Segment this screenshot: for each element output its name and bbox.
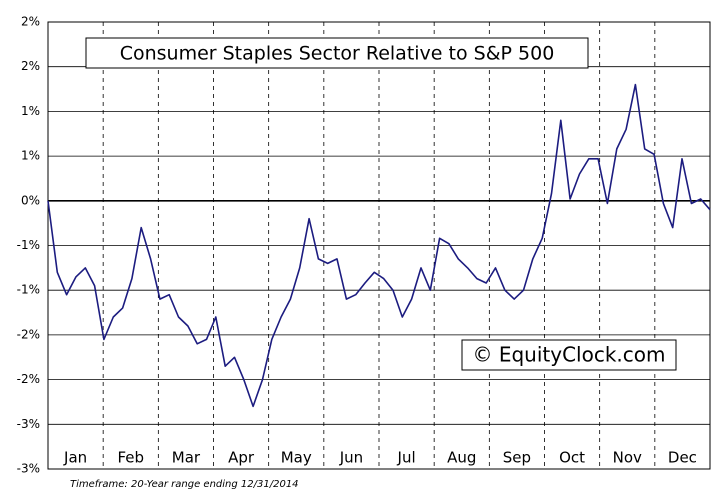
month-label: Dec bbox=[668, 449, 697, 467]
month-label: Sep bbox=[503, 449, 531, 467]
y-tick-label: -3% bbox=[17, 462, 40, 476]
y-tick-label: 2% bbox=[21, 59, 40, 73]
y-tick-label: -1% bbox=[17, 238, 40, 252]
month-label: Nov bbox=[613, 449, 642, 467]
title-box bbox=[85, 37, 589, 69]
watermark-box bbox=[461, 339, 677, 371]
month-label: Feb bbox=[117, 449, 144, 467]
y-tick-label: 0% bbox=[21, 193, 40, 207]
month-label: Mar bbox=[172, 449, 201, 467]
month-label: Jun bbox=[339, 449, 363, 467]
month-label: Apr bbox=[228, 449, 255, 467]
y-tick-label: -2% bbox=[17, 372, 40, 386]
y-tick-label: -3% bbox=[17, 417, 40, 431]
month-label: Jan bbox=[63, 449, 87, 467]
month-label: May bbox=[281, 449, 312, 467]
month-label: Aug bbox=[447, 449, 476, 467]
y-tick-label: -1% bbox=[17, 283, 40, 297]
y-tick-label: 1% bbox=[21, 149, 40, 163]
watermark: © EquityClock.com bbox=[472, 343, 665, 367]
month-label: Oct bbox=[559, 449, 585, 467]
chart-title: Consumer Staples Sector Relative to S&P … bbox=[120, 43, 555, 65]
y-tick-label: 1% bbox=[21, 104, 40, 118]
footnote: Timeframe: 20-Year range ending 12/31/20… bbox=[70, 479, 299, 490]
plot-frame bbox=[47, 21, 711, 470]
y-tick-label: -2% bbox=[17, 327, 40, 341]
y-tick-label: 2% bbox=[21, 15, 40, 29]
month-label: Jul bbox=[397, 449, 416, 467]
series-line bbox=[47, 83, 711, 408]
